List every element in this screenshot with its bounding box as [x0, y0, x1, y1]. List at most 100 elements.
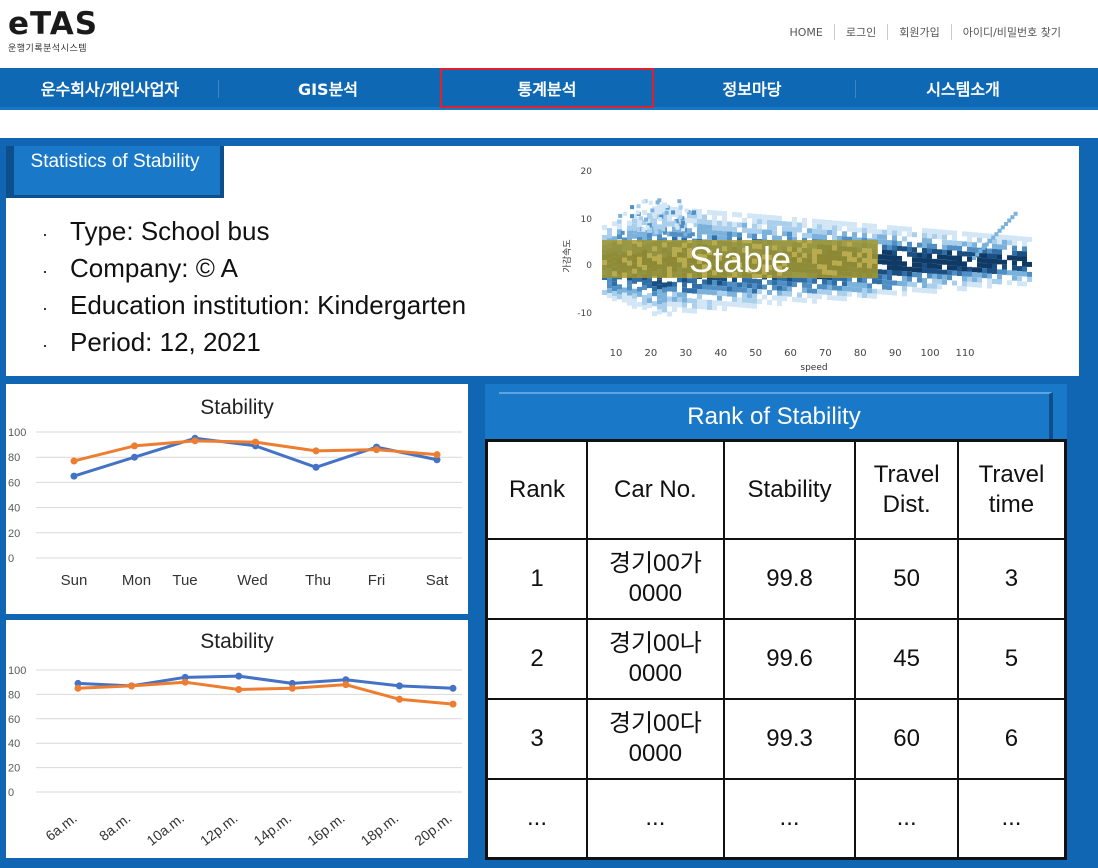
info-type-text: Type: School bus: [70, 216, 270, 246]
density-cell: [687, 298, 692, 304]
nav-item-statistics[interactable]: 통계분석: [440, 68, 654, 108]
density-cell: [842, 291, 847, 297]
density-cell: [792, 297, 797, 303]
density-cell: [677, 199, 682, 204]
density-cell: [641, 227, 646, 232]
density-cell: [647, 213, 652, 219]
density-cell: [812, 278, 817, 284]
info-company: · Company: © A: [42, 253, 239, 283]
density-cell: [612, 281, 617, 287]
density-cell: [762, 294, 767, 300]
table-row[interactable]: ... ... ... ... ...: [485, 777, 1067, 860]
density-cell: [637, 236, 642, 242]
density-cell: [697, 234, 702, 240]
table-row[interactable]: 1 경기00가 0000 99.8 50 3: [485, 537, 1067, 620]
density-cell: [652, 286, 657, 292]
signup-link[interactable]: 회원가입: [887, 24, 950, 40]
density-cell: [792, 217, 797, 223]
home-link[interactable]: HOME: [789, 25, 823, 39]
density-cell: [752, 288, 757, 294]
find-account-link[interactable]: 아이디/비밀번호 찾기: [950, 24, 1072, 40]
density-cell: [992, 253, 997, 259]
density-cell: [627, 290, 632, 296]
density-cell: [692, 218, 697, 224]
density-cell: [822, 234, 827, 240]
density-cell: [947, 275, 952, 281]
density-cell: [646, 219, 651, 224]
density-cell: [672, 206, 677, 212]
banner-tab: [6, 146, 14, 198]
density-cell: [667, 301, 672, 307]
density-cell: [622, 297, 627, 303]
data-point: [70, 472, 78, 480]
nav-item-about[interactable]: 시스템소개: [926, 80, 1000, 99]
series-line: [77, 680, 454, 706]
density-cell: [787, 281, 792, 287]
nav-item-company[interactable]: 운수회사/개인사업자: [40, 80, 180, 99]
density-cell: [677, 297, 682, 303]
density-cell: [618, 213, 623, 218]
density-cell: [722, 301, 727, 307]
density-cell: [937, 274, 942, 280]
density-cell: [787, 286, 792, 292]
density-cell: [772, 235, 777, 241]
density-cell: [677, 302, 682, 308]
density-cell: [962, 286, 967, 292]
density-cell: [917, 287, 922, 293]
density-x-ticks: 10 20 30 40 50 60 70 80 90 100 110: [610, 348, 975, 359]
density-cell: [997, 269, 1002, 275]
density-cell: [628, 233, 633, 238]
density-cell: [717, 300, 722, 306]
y-tick: 10: [581, 215, 593, 225]
density-cell: [732, 276, 737, 282]
density-cell: [867, 293, 872, 299]
density-cell: [727, 226, 732, 232]
y-tick-label: 100: [8, 427, 26, 439]
density-cell: [982, 273, 987, 279]
density-cell: [812, 298, 817, 304]
info-period: · Period: 12, 2021: [42, 327, 261, 357]
x-tick: 30: [679, 348, 692, 359]
login-link[interactable]: 로그인: [833, 24, 887, 40]
density-cell: [992, 268, 997, 274]
x-tick: 40: [714, 348, 727, 359]
density-cell: [752, 298, 757, 304]
density-cell: [647, 228, 652, 234]
nav-item-info[interactable]: 정보마당: [722, 80, 782, 99]
density-cell: [942, 269, 947, 275]
density-cell: [942, 244, 947, 250]
density-cell: [675, 225, 680, 230]
density-cell: [937, 229, 942, 235]
density-cell: [672, 306, 677, 312]
density-cell: [902, 286, 907, 292]
density-cell: [797, 292, 802, 298]
density-cell: [852, 282, 857, 288]
nav-item-gis[interactable]: GIS분석: [297, 80, 359, 99]
density-cell: [782, 226, 787, 232]
density-cell: [607, 288, 612, 294]
density-cell: [664, 210, 669, 215]
table-row[interactable]: 2 경기00나 0000 99.6 45 5: [485, 617, 1067, 700]
density-cell: [622, 292, 627, 298]
y-tick-label: 40: [8, 503, 20, 515]
density-cell: [802, 277, 807, 283]
data-point: [312, 463, 320, 471]
density-cell: [972, 242, 977, 248]
car-no-cell: ...: [586, 777, 725, 860]
density-cell: [982, 253, 987, 259]
density-cell: [937, 234, 942, 240]
density-cell: [822, 289, 827, 295]
density-cell: [737, 302, 742, 308]
density-cell: [602, 290, 607, 295]
density-cell: [657, 299, 662, 305]
table-row[interactable]: 3 경기00다 0000 99.3 60 6: [485, 697, 1067, 780]
density-cell: [623, 211, 628, 216]
density-cell: [917, 252, 922, 258]
density-cell: [767, 219, 772, 225]
site-logo[interactable]: eTAS 운행기록분석시스템: [8, 8, 98, 54]
density-cell: [1012, 240, 1017, 246]
density-cell: [702, 224, 707, 230]
density-cell: [892, 255, 897, 261]
density-cell: [842, 236, 847, 242]
density-cell: [607, 293, 612, 299]
